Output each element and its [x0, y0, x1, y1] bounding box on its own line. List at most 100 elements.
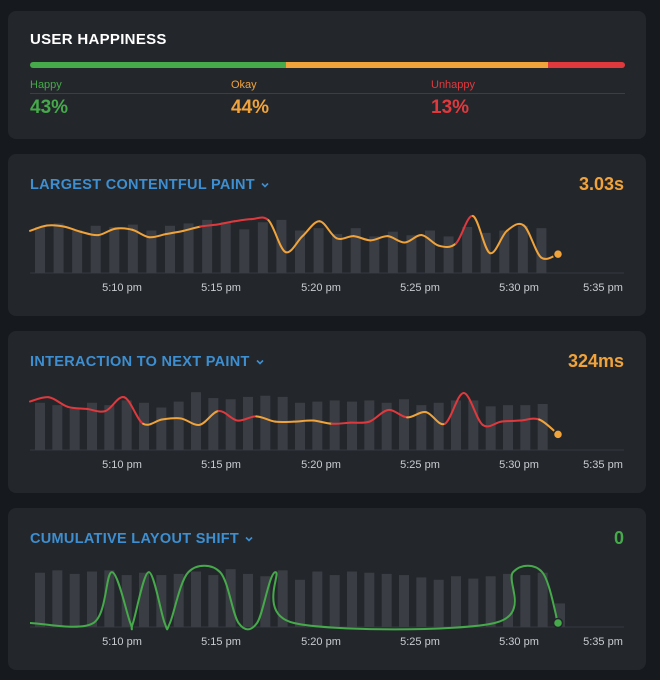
chart-bar [329, 575, 340, 627]
chart-bar [139, 402, 149, 450]
happiness-bar [30, 62, 625, 68]
chart-bar [260, 395, 271, 450]
chart-bar [35, 402, 45, 450]
chart-bar [312, 571, 323, 627]
x-tick-label: 5:10 pm [102, 636, 142, 648]
x-tick-label: 5:25 pm [400, 282, 440, 294]
chart-line-segment [80, 230, 100, 237]
chevron-down-icon [256, 359, 264, 365]
x-tick-label: 5:35 pm [583, 282, 623, 294]
chart-line-segment [406, 411, 427, 419]
chart-bar [381, 402, 392, 450]
chart-line-segment [311, 419, 333, 425]
chart-bar [503, 405, 513, 450]
user-happiness-title: USER HAPPINESS [30, 31, 167, 48]
chart-bar [555, 603, 565, 627]
chart-line-segment [97, 227, 117, 237]
chart-bar [313, 228, 324, 273]
chart-bar [520, 405, 531, 450]
unhappy-label: Unhappy [431, 79, 476, 91]
chart-line [29, 564, 559, 631]
chart-bar [52, 405, 63, 450]
chart-line-segment [318, 220, 338, 240]
chart-bar [87, 571, 97, 627]
chart-line-segment [481, 420, 503, 428]
chart-bar [499, 230, 510, 273]
chart-bar [295, 402, 305, 450]
x-tick-label: 5:30 pm [499, 459, 539, 471]
chart-bar [485, 576, 496, 627]
chart-bar [416, 405, 427, 450]
lcp-chart: 5:10 pm 5:15 pm 5:20 pm 5:25 pm 5:30 pm 5:35 … [29, 215, 624, 294]
x-tick-label: 5:20 pm [301, 459, 341, 471]
happiness-unhappy: Unhappy 13% [431, 79, 475, 119]
cls-card: CUMULATIVE LAYOUT SHIFT 0 5:10 pm 5:15 pm… [8, 508, 646, 670]
chart-bar [121, 400, 132, 450]
happiness-bar-okay [285, 62, 548, 68]
chart-line-segment [368, 408, 390, 423]
x-tick-label: 5:30 pm [499, 282, 539, 294]
chart-bar [202, 219, 213, 273]
chart-bar [53, 223, 64, 273]
chart-bar [537, 572, 548, 627]
chart-bar [369, 236, 380, 273]
user-happiness-card: USER HAPPINESS Happy 43% Okay 44% Unhapp… [8, 11, 646, 139]
okay-value: 44% [231, 97, 270, 118]
x-tick-label: 5:35 pm [583, 636, 623, 648]
chart-bar [104, 405, 115, 450]
x-tick-label: 5:20 pm [301, 636, 341, 648]
inp-card: INTERACTION TO NEXT PAINT 324ms 5:10 pm 5… [8, 331, 646, 493]
chart-bar [329, 400, 340, 450]
chart-line-segment [293, 419, 314, 423]
chart-bar [295, 230, 305, 273]
chart-line-segment [471, 215, 491, 255]
chart-line-segment [131, 228, 151, 239]
chevron-down-icon [261, 182, 269, 188]
chart-bar [433, 402, 444, 450]
chart-bar [485, 406, 496, 450]
chart-line-segment [425, 411, 446, 426]
chart-end-point [552, 617, 564, 629]
chart-line-segment [462, 392, 484, 426]
cls-value: 0 [613, 528, 624, 548]
chart-bar [208, 575, 219, 627]
chart-bar [72, 230, 83, 273]
chart-line-segment [161, 417, 182, 421]
inp-title-dropdown[interactable]: INTERACTION TO NEXT PAINT [30, 354, 265, 370]
happy-value: 43% [30, 97, 69, 118]
chart-bar [517, 225, 528, 273]
happiness-bar-happy [30, 62, 286, 68]
chart-line-segment [500, 419, 522, 423]
happiness-okay: Okay 44% [231, 79, 269, 119]
lcp-title-dropdown[interactable]: LARGEST CONTENTFUL PAINT [30, 177, 270, 193]
chart-bar [69, 408, 80, 450]
chart-bar [35, 572, 45, 627]
chart-bar [121, 575, 132, 627]
chart-bar [364, 572, 375, 627]
chevron-down-icon [245, 536, 253, 542]
chart-bar [387, 231, 398, 273]
happy-label: Happy [30, 79, 62, 91]
chart-line-segment [198, 410, 220, 426]
happiness-bar-unhappy [547, 62, 625, 68]
chart-line-segment [267, 219, 287, 254]
chart-bar [537, 403, 548, 450]
chart-bar [277, 570, 288, 627]
chart-end-point [552, 429, 564, 440]
chart-bar [139, 572, 149, 627]
chart-line-segment [437, 242, 457, 249]
x-tick-label: 5:20 pm [301, 282, 341, 294]
chart-bar [109, 226, 120, 273]
chart-line-segment [47, 396, 69, 408]
chart-line-segment [148, 233, 168, 239]
chart-line-segment [403, 234, 423, 244]
chart-bar [381, 573, 392, 627]
cls-title-dropdown[interactable]: CUMULATIVE LAYOUT SHIFT [30, 531, 254, 547]
inp-title: INTERACTION TO NEXT PAINT [30, 354, 250, 370]
chart-line-segment [522, 224, 542, 259]
chart-bar [406, 235, 417, 273]
chart-bar [347, 571, 357, 627]
chart-line-segment [301, 220, 321, 238]
chart-line-segment [216, 220, 236, 226]
chart-bar [146, 230, 157, 273]
